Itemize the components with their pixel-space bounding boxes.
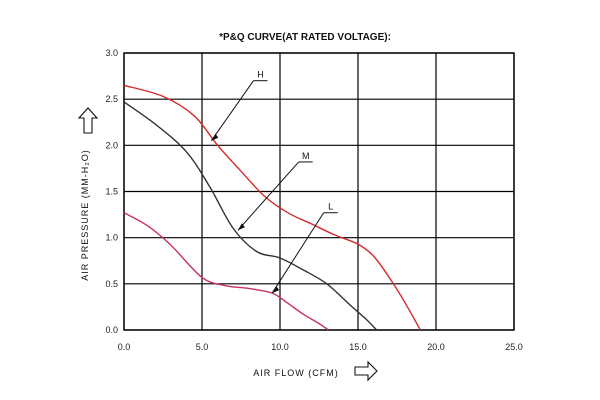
leader-line-l xyxy=(271,212,325,294)
leader-line-m xyxy=(237,161,300,231)
x-tick-labels: 0.0 5.0 10.0 15.0 20.0 25.0 xyxy=(118,342,523,352)
curve-label-m: M xyxy=(302,151,310,161)
x-tick-label-5: 25.0 xyxy=(505,342,523,352)
curve-m xyxy=(123,101,378,331)
x-tick-label-3: 15.0 xyxy=(349,342,367,352)
annotations: H M L xyxy=(210,70,338,294)
curve-h xyxy=(123,84,422,331)
curve-label-l: L xyxy=(328,202,333,212)
y-tick-label-6: 3.0 xyxy=(105,48,118,58)
y-tick-label-1: 0.5 xyxy=(105,279,118,289)
y-axis-label: AIR PRESSURE (MM-H₂O) xyxy=(80,149,90,281)
curve-label-h: H xyxy=(257,70,264,80)
y-tick-label-0: 0.0 xyxy=(105,325,118,335)
y-tick-label-2: 1.0 xyxy=(105,233,118,243)
x-axis-label: AIR FLOW (CFM) xyxy=(253,368,339,378)
right-arrow-icon xyxy=(354,360,378,382)
leader-line-h xyxy=(210,80,254,142)
x-tick-label-2: 10.0 xyxy=(271,342,289,352)
x-tick-label-1: 5.0 xyxy=(196,342,209,352)
leader-arrowhead-h xyxy=(211,133,219,141)
grid xyxy=(123,52,515,331)
leader-arrowhead-m xyxy=(237,223,245,231)
chart-title: *P&Q CURVE(AT RATED VOLTAGE): xyxy=(219,32,391,43)
y-tick-label-4: 2.0 xyxy=(105,140,118,150)
y-tick-label-5: 2.5 xyxy=(105,94,118,104)
y-tick-label-3: 1.5 xyxy=(105,187,118,197)
up-arrow-icon xyxy=(77,107,99,134)
x-tick-label-0: 0.0 xyxy=(118,342,131,352)
y-tick-labels: 0.0 0.5 1.0 1.5 2.0 2.5 3.0 xyxy=(105,48,118,335)
leader-arrowhead-l xyxy=(272,286,280,294)
curves xyxy=(123,84,422,331)
x-tick-label-4: 20.0 xyxy=(427,342,445,352)
curve-l xyxy=(123,212,329,331)
